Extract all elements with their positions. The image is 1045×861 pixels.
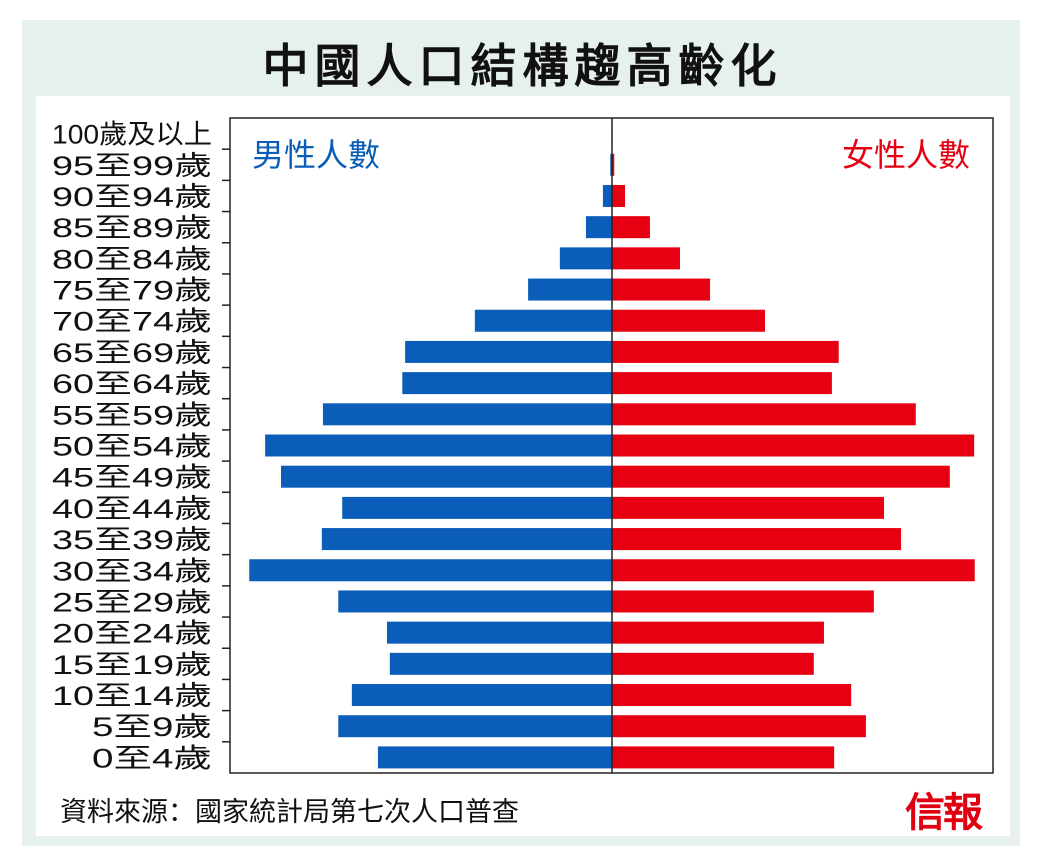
bar-female (612, 153, 615, 176)
tick-label: 15至19歲 (52, 650, 212, 680)
bar-male (265, 434, 612, 457)
bar-female (612, 621, 824, 644)
tick-label: 25至29歲 (52, 587, 212, 617)
tick-label: 90至94歲 (52, 182, 212, 212)
bar-male (351, 684, 612, 707)
tick-label: 45至49歲 (52, 463, 212, 493)
tick-label: 30至34歲 (52, 556, 212, 586)
tick-label: 10至14歲 (52, 681, 212, 711)
bar-female (612, 496, 885, 519)
bar-female (612, 247, 681, 270)
bar-female (612, 590, 874, 613)
bar-male (585, 216, 612, 239)
bar-male (386, 621, 612, 644)
bar-male (402, 372, 612, 395)
legend-female: 女性人數 (842, 136, 970, 174)
bar-female (612, 652, 814, 675)
tick-label: 50至54歲 (52, 432, 212, 462)
bar-female (612, 216, 650, 239)
bar-male (338, 715, 612, 738)
bar-female (612, 309, 766, 332)
bar-male (377, 746, 612, 769)
source-note: 資料來源：國家統計局第七次人口普查 (60, 797, 519, 828)
bar-male (338, 590, 612, 613)
tick-label: 80至84歲 (52, 244, 212, 274)
tick-label: 95至99歲 (52, 151, 212, 181)
legend-male: 男性人數 (252, 136, 380, 174)
bar-female (612, 528, 902, 551)
tick-label: 0至4歲 (92, 743, 212, 773)
bar-female (612, 465, 950, 488)
bar-male (321, 528, 612, 551)
bar-female (612, 184, 626, 207)
tick-label: 55至59歲 (52, 400, 212, 430)
bar-male (281, 465, 612, 488)
bar-female (612, 715, 866, 738)
bar-female (612, 559, 975, 582)
bar-male (528, 278, 612, 301)
bar-female (612, 403, 916, 426)
bar-male (559, 247, 612, 270)
bar-female (612, 684, 852, 707)
bar-female (612, 746, 835, 769)
bar-female (612, 434, 975, 457)
tick-label: 5至9歲 (92, 712, 212, 742)
chart-title: 中國人口結構趨高齡化 (262, 39, 783, 93)
tick-label: 100歲及以上 (52, 120, 212, 150)
tick-label: 75至79歲 (52, 276, 212, 306)
bar-male (610, 153, 612, 176)
tick-label: 65至69歲 (52, 338, 212, 368)
bar-male (474, 309, 612, 332)
bar-female (612, 372, 832, 395)
bar-male (602, 184, 612, 207)
bar-female (612, 340, 839, 363)
tick-label: 20至24歲 (52, 619, 212, 649)
tick-label: 60至64歲 (52, 369, 212, 399)
bar-male (389, 652, 612, 675)
tick-label: 70至74歲 (52, 307, 212, 337)
tick-label: 35至39歲 (52, 525, 212, 555)
tick-label: 85至89歲 (52, 213, 212, 243)
publisher-logo: 信報 (905, 789, 983, 836)
bar-male (249, 559, 613, 582)
bar-male (342, 496, 612, 519)
tick-label: 40至44歲 (52, 494, 212, 524)
bar-female (612, 278, 711, 301)
bar-male (405, 340, 612, 363)
bar-male (322, 403, 612, 426)
